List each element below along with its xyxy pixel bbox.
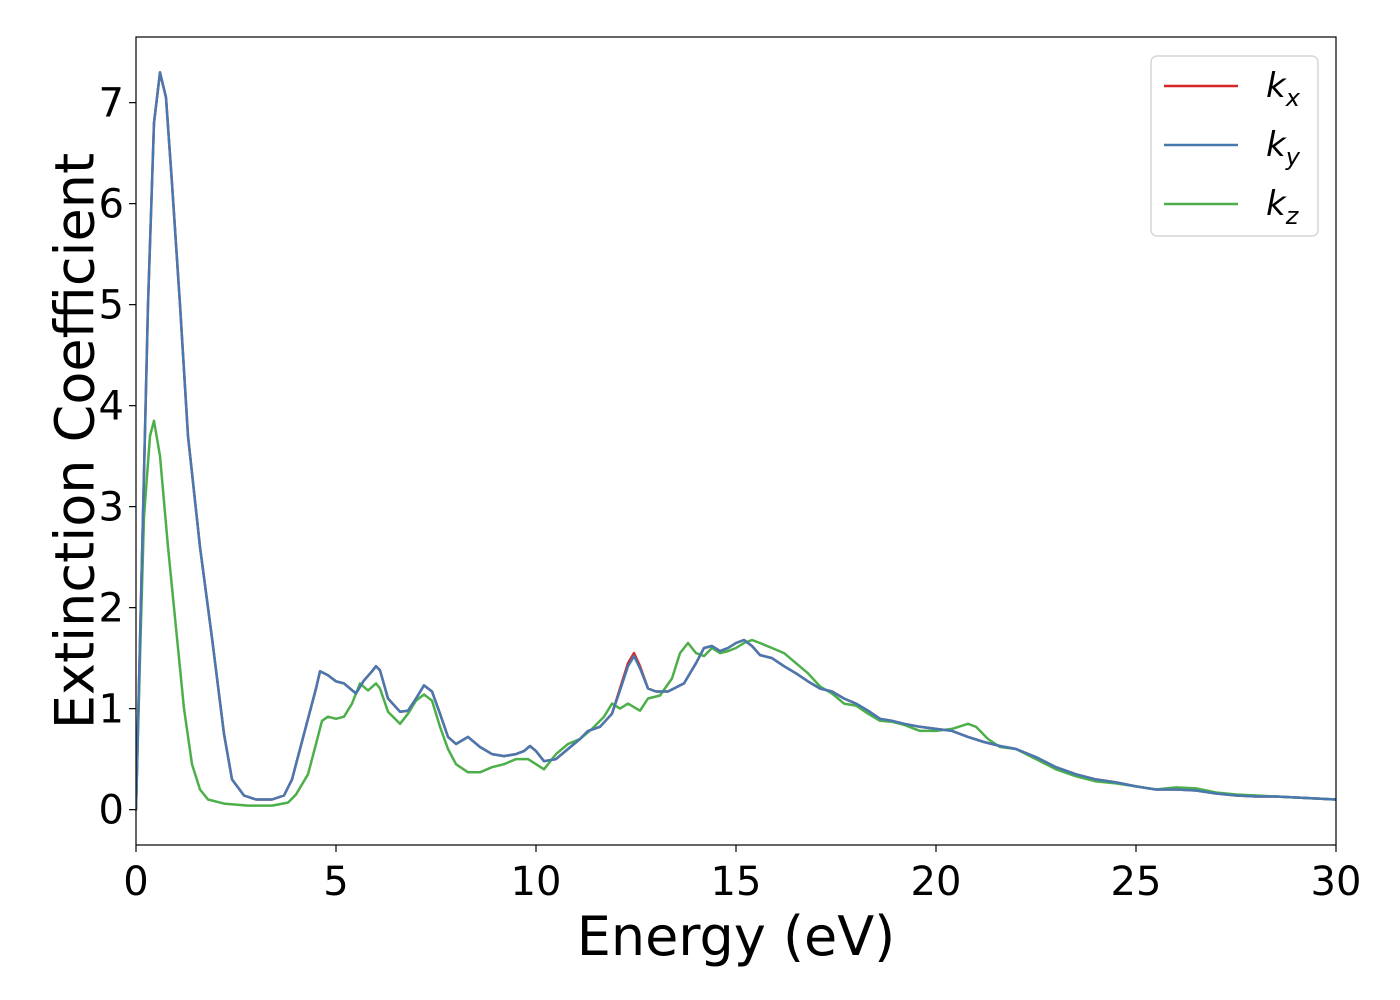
x-tick-label: 0 bbox=[123, 859, 148, 905]
legend: kx ky kz bbox=[1150, 55, 1319, 237]
y-tick-label: 5 bbox=[99, 283, 124, 329]
series-line-kz bbox=[136, 419, 1336, 811]
y-tick-label: 2 bbox=[99, 586, 124, 632]
y-tick-label: 4 bbox=[99, 384, 124, 430]
y-tick-label: 6 bbox=[99, 182, 124, 228]
y-tick-label: 3 bbox=[99, 485, 124, 531]
x-tick-label: 5 bbox=[323, 859, 348, 905]
y-tick-label: 7 bbox=[99, 81, 124, 127]
x-tick-label: 30 bbox=[1311, 859, 1362, 905]
legend-label-kx: kx bbox=[1266, 66, 1301, 112]
x-tick-label: 15 bbox=[711, 859, 762, 905]
series-line-ky bbox=[136, 71, 1336, 811]
x-tick-label: 20 bbox=[911, 859, 962, 905]
y-tick-label: 1 bbox=[99, 687, 124, 733]
x-axis-label: Energy (eV) bbox=[577, 905, 896, 968]
x-tick-label: 10 bbox=[511, 859, 562, 905]
legend-label-ky: ky bbox=[1266, 125, 1301, 171]
x-tick-label: 25 bbox=[1111, 859, 1162, 905]
x-axis-ticks: 0 5 10 15 20 25 30 bbox=[123, 845, 1361, 905]
plot-lines bbox=[136, 71, 1336, 811]
legend-label-kz: kz bbox=[1266, 184, 1300, 230]
y-tick-label: 0 bbox=[99, 788, 124, 834]
y-axis-ticks: 0 1 2 3 4 5 6 7 bbox=[99, 81, 136, 834]
y-axis-label: Extinction Coefficient bbox=[44, 153, 107, 729]
